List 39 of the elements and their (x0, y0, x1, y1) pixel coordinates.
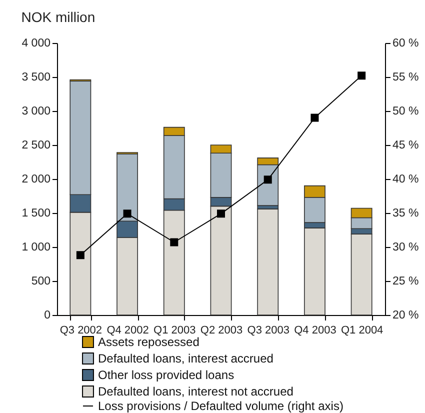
y2-tick-label: 50 % (392, 106, 419, 118)
y2-tick-label: 55 % (392, 72, 419, 84)
x-tick-label: Q3 2002 (60, 324, 102, 336)
y-tick-label: 1 500 (22, 208, 50, 220)
chart-title: NOK million (21, 9, 96, 25)
y2-tick-label: 20 % (392, 310, 419, 322)
point (264, 176, 272, 184)
y2-tick-label: 35 % (392, 208, 419, 220)
point (310, 114, 319, 122)
bar (257, 208, 279, 316)
legend-label: Assets reposessed (98, 335, 200, 349)
y-tick-label: 3 000 (22, 106, 50, 118)
y2-tick-label: 25 % (392, 276, 419, 288)
x-tick-label: Q3 2003 (247, 324, 290, 336)
y-tick-label: 2 500 (22, 140, 50, 152)
point (358, 72, 366, 80)
y2-tick-label: 60 % (392, 38, 419, 50)
x-tick-label: Q1 2003 (154, 324, 196, 336)
legend-label: Other loss provided loans (98, 368, 234, 382)
x-tick-label: Q1 2004 (340, 324, 384, 336)
y2-tick-label: 40 % (392, 174, 419, 186)
legend-label: Defaulted loans, interest not accrued (98, 384, 294, 398)
legend-label: Defaulted loans, interest accrued (98, 352, 274, 366)
x-tick-label: Q2 2003 (200, 324, 243, 336)
legend-label: Loss provisions / Defaulted volume (right axis) (98, 399, 344, 413)
point (217, 210, 225, 218)
y-tick-label: 0 (44, 310, 50, 322)
y-tick-label: 4 000 (22, 38, 50, 50)
y-tick-label: 2 000 (22, 174, 50, 186)
point (123, 210, 132, 218)
x-tick-label: Q4 2002 (106, 324, 149, 336)
point (76, 251, 84, 260)
point (170, 238, 178, 246)
y-tick-label: 500 (31, 276, 50, 288)
y2-tick-label: 30 % (392, 242, 419, 254)
y-tick-label: 1 000 (22, 242, 50, 254)
y-tick-label: 3 500 (22, 72, 50, 84)
x-tick-label: Q4 2003 (294, 324, 336, 336)
y2-tick-label: 45 % (392, 140, 419, 152)
